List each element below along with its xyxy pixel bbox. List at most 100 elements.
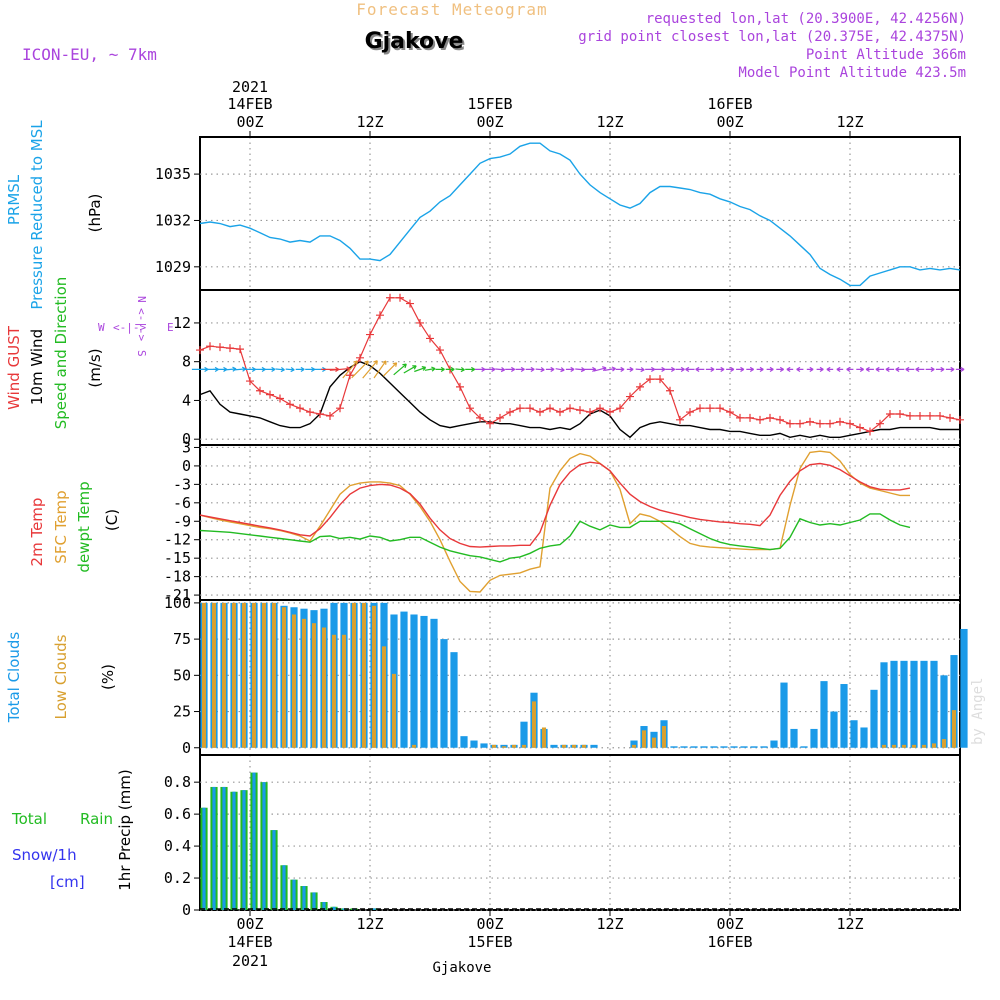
wind-gust-marker [296, 404, 304, 413]
wind-gust-marker [846, 419, 854, 428]
low-cloud-bar [931, 743, 937, 748]
model-altitude: Model Point Altitude 423.5m [738, 65, 966, 81]
top-hour-label: 00Z [476, 113, 503, 131]
wind-direction-arrow [485, 366, 496, 373]
temp-tick-label: -3 [173, 475, 191, 493]
wind-gust-marker [736, 413, 744, 422]
wind-direction-arrow [885, 366, 895, 373]
total-cloud-bar [680, 746, 688, 748]
compass-vertical-arrows: <-|-> [135, 308, 148, 341]
wind-gust-marker [906, 411, 914, 420]
clouds-tick-label: 25 [173, 703, 191, 721]
prmsl-label: PRMSL [5, 174, 23, 225]
wind-gust-marker [656, 375, 664, 384]
wind-direction-arrow [525, 366, 535, 373]
wind-direction-arrow [604, 366, 616, 372]
low-cloud-bar [561, 744, 567, 748]
precip-rain-label: Rain [80, 810, 113, 828]
wind-gust-marker [756, 415, 764, 424]
wind-gust-marker [236, 345, 244, 354]
wind-gust-marker [556, 408, 564, 417]
low-cloud-bar [341, 634, 347, 748]
low-cloud-bar [581, 744, 587, 748]
wind-direction-arrow [675, 366, 685, 373]
wind-direction-arrow [836, 366, 844, 373]
wind-gust-marker [816, 419, 824, 428]
low-cloud-bar [281, 607, 287, 748]
wind-gust-marker [836, 417, 844, 426]
wind-gust-marker [286, 400, 294, 409]
low-cloud-bar [321, 627, 327, 748]
total-cloud-bar [880, 662, 888, 748]
total-cloud-bar [790, 728, 798, 748]
low-cloud-bar [911, 744, 917, 748]
wind-gust-marker [926, 411, 934, 420]
precip-bar [232, 791, 236, 910]
wind-gust-marker [586, 408, 594, 417]
total-cloud-bar [590, 744, 598, 748]
low-cloud-bar [631, 744, 637, 748]
wind-direction-arrow [329, 366, 351, 372]
total-cloud-bar [710, 746, 718, 748]
bottom-hour-label: 00Z [476, 915, 503, 933]
total-cloud-bar [850, 720, 858, 748]
dewpt-temp-label: dewpt Temp [75, 481, 93, 572]
wind-direction-arrow [726, 366, 735, 373]
low-cloud-bar [411, 744, 417, 748]
wind-gust-marker [226, 344, 234, 353]
low-cloud-bar [291, 614, 297, 748]
wind-direction-arrow [445, 366, 455, 373]
top-title: Forecast Meteogram [356, 0, 547, 19]
temp-unit-label: (C) [103, 509, 121, 531]
wind-direction-arrow [424, 366, 436, 372]
wind-direction-arrow [665, 366, 676, 373]
low-cloud-bar [661, 726, 667, 748]
wind-gust-marker [616, 404, 624, 413]
compass-s: S [135, 350, 148, 357]
total-cloud-bar [430, 618, 438, 748]
clouds-tick-label: 0 [182, 739, 191, 757]
wind-direction-arrow [515, 366, 525, 373]
temp-tick-label: 0 [182, 457, 191, 475]
precip-bar [322, 902, 326, 910]
wind-direction-arrow [495, 367, 506, 373]
precip-bar [302, 886, 306, 910]
sfc-temp-line [199, 450, 910, 593]
bottom-date-label: 14FEB [227, 933, 272, 951]
wind-gust-marker [676, 415, 684, 424]
wind-direction-arrow [545, 366, 555, 373]
total-cloud-bar [550, 744, 558, 748]
wind-direction-arrow [265, 366, 276, 373]
wind-gust-marker [746, 413, 754, 422]
total-cloud-bar [750, 746, 758, 748]
precip-bar [202, 807, 206, 910]
wind-gust-marker [336, 404, 344, 413]
precip-unit-label: 1hr Precip (mm) [116, 769, 134, 890]
total-cloud-bar [920, 660, 928, 748]
wind-direction-arrow [285, 367, 295, 373]
wind-gust-marker [306, 408, 314, 417]
wind-gust-marker [956, 415, 964, 424]
precip-bar [272, 830, 276, 910]
total-cloud-bar [870, 689, 878, 748]
temp-tick-label: -21 [164, 586, 191, 604]
wind-direction-arrow [935, 366, 945, 373]
panel-frame-5 [199, 754, 961, 911]
top-year-label: 2021 [232, 78, 268, 96]
wind-direction-arrow [806, 366, 814, 373]
wind-gust-marker [246, 377, 254, 386]
wind-gust-marker [876, 419, 884, 428]
total-cloud-bar [420, 615, 428, 748]
wind-direction-arrow [555, 367, 565, 373]
wind-direction-arrow [915, 366, 925, 373]
total-cloud-bar [840, 684, 848, 748]
precip-total-label: Total [11, 810, 47, 828]
precip-bar [212, 786, 216, 910]
wind-direction-arrow [393, 363, 407, 376]
total-cloud-bar [890, 660, 898, 748]
top-hour-label: 12Z [356, 113, 383, 131]
model-label: ICON-EU, ~ 7km [22, 45, 157, 64]
low-cloud-bar [271, 602, 277, 748]
temp-2m-label: 2m Temp [28, 498, 46, 567]
